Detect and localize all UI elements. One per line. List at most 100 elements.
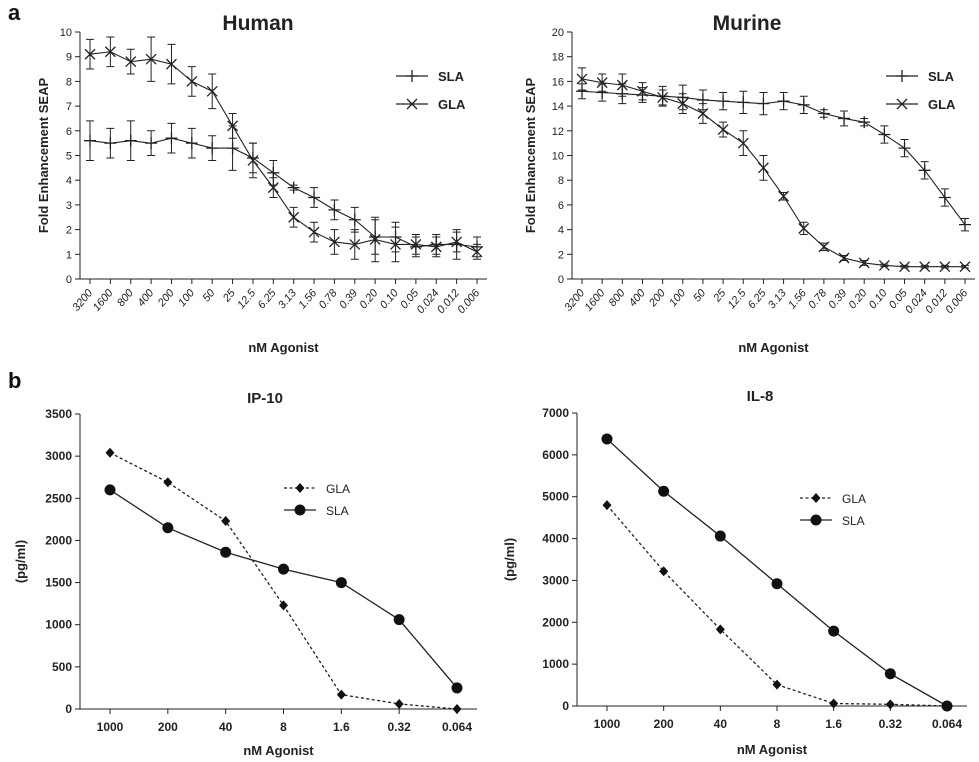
data-point [84, 134, 96, 147]
x-tick-label: 200 [654, 717, 674, 731]
data-point [430, 241, 442, 253]
x-tick-label: 8 [280, 720, 287, 734]
data-point [163, 477, 173, 488]
y-tick-label: 5000 [542, 490, 569, 504]
y-tick-label: 6 [558, 200, 564, 212]
x-tick-label: 200 [155, 287, 177, 310]
data-point [771, 578, 783, 590]
data-point [287, 181, 300, 194]
series-sla: SLA [84, 69, 483, 260]
x-tick-label: 0.006 [943, 287, 970, 316]
data-point [959, 218, 971, 231]
series-gla: GLA [602, 492, 952, 711]
y-tick-label: 1000 [542, 657, 569, 671]
y-tick-label: 7 [66, 101, 72, 113]
y-tick-label: 8 [66, 76, 72, 88]
data-point [84, 48, 96, 60]
data-point [104, 484, 116, 496]
x-tick-label: 12.5 [235, 287, 259, 312]
x-tick-label: 200 [646, 287, 668, 310]
series-gla: GLA [105, 447, 462, 714]
legend-marker [896, 70, 908, 82]
data-point [602, 500, 612, 511]
x-tick-label: 1600 [583, 287, 608, 314]
data-point [885, 699, 895, 710]
data-point [878, 128, 891, 141]
data-point [247, 154, 259, 166]
x-tick-label: 0.064 [932, 717, 962, 731]
x-tick-label: 1.56 [786, 287, 810, 312]
data-point [717, 124, 729, 136]
x-tick-label: 0.064 [442, 720, 472, 734]
x-tick-label: 3200 [562, 287, 587, 314]
series-line [581, 90, 966, 225]
y-tick-label: 6000 [542, 448, 569, 462]
data-point [349, 238, 361, 250]
data-point [145, 137, 158, 150]
data-point [145, 53, 157, 65]
data-point [185, 137, 198, 150]
legend-marker [811, 493, 821, 503]
x-tick-label: 400 [627, 287, 649, 309]
y-tick-label: 14 [552, 101, 564, 113]
series-line [109, 452, 458, 710]
data-point [797, 98, 810, 111]
y-axis-label: Fold Enhancement SEAP [523, 78, 538, 234]
x-tick-label: 0.39 [337, 287, 360, 311]
x-tick-label: 50 [691, 287, 709, 305]
y-axis-label: (pg/ml) [502, 538, 517, 581]
y-tick-label: 12 [552, 126, 564, 138]
data-point [124, 134, 137, 147]
series-line [581, 78, 965, 268]
data-point [919, 261, 931, 273]
data-point [471, 246, 483, 258]
x-tick-label: 0.20 [847, 287, 871, 312]
data-point [817, 107, 830, 120]
data-point [616, 79, 628, 91]
data-point [959, 261, 971, 273]
legend-marker [294, 504, 306, 516]
data-point [206, 142, 219, 155]
x-tick-label: 3200 [70, 287, 95, 314]
x-tick-label: 3.13 [276, 287, 300, 312]
x-tick-label: 40 [219, 720, 233, 734]
y-tick-label: 2500 [45, 491, 72, 505]
data-point [451, 682, 463, 694]
y-tick-label: 0 [65, 702, 72, 716]
data-point [394, 698, 404, 709]
legend-marker [810, 514, 822, 526]
y-tick-label: 1000 [45, 618, 72, 632]
data-point [221, 516, 231, 527]
y-tick-label: 4000 [542, 532, 569, 546]
data-point [348, 213, 361, 226]
data-point [715, 624, 725, 635]
series-line [89, 51, 478, 253]
data-point [737, 96, 750, 109]
data-point [938, 191, 951, 204]
legend-label: GLA [928, 97, 956, 112]
data-point [778, 190, 790, 202]
legend-label: SLA [842, 514, 865, 528]
x-tick-label: 0.78 [806, 287, 830, 312]
y-tick-label: 0 [558, 274, 564, 286]
y-tick-label: 7000 [542, 406, 569, 420]
legend-marker [406, 70, 418, 82]
data-point [278, 563, 289, 575]
x-tick-label: 6.25 [746, 287, 770, 312]
y-tick-label: 3000 [542, 573, 569, 587]
y-tick-label: 1 [66, 249, 72, 261]
legend-label: GLA [438, 97, 466, 112]
y-tick-label: 4 [66, 175, 72, 187]
panel-letter-a: a [8, 0, 21, 25]
data-point [452, 704, 462, 714]
chart-title: Human [222, 12, 293, 35]
data-point [772, 679, 782, 690]
x-axis-label: nM Agonist [738, 340, 809, 355]
y-tick-label: 10 [552, 151, 564, 163]
legend-label: GLA [842, 492, 866, 506]
x-tick-label: 1000 [97, 720, 124, 734]
y-tick-label: 3500 [45, 407, 72, 421]
data-point [328, 203, 341, 216]
data-point [166, 58, 177, 70]
